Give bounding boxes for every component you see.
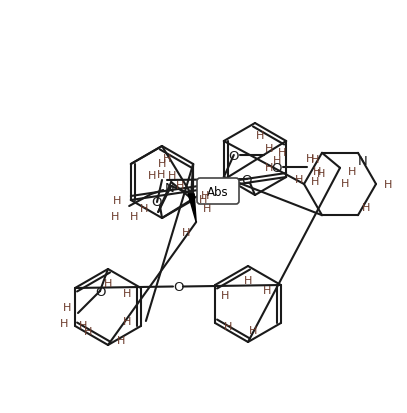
Text: H: H [256, 131, 264, 141]
Text: H: H [263, 285, 271, 295]
Text: Abs: Abs [207, 185, 229, 198]
Text: H: H [140, 204, 149, 214]
Text: H: H [63, 302, 71, 312]
Text: H: H [224, 321, 232, 331]
Text: H: H [221, 290, 229, 300]
Text: N: N [164, 182, 174, 195]
Text: H: H [341, 178, 349, 188]
Text: H: H [111, 211, 119, 221]
Text: H: H [130, 211, 138, 221]
Text: H: H [313, 166, 321, 176]
Text: H: H [163, 154, 171, 164]
Text: H: H [278, 147, 286, 158]
Text: H: H [384, 180, 392, 190]
Text: O: O [229, 149, 239, 162]
Text: H: H [148, 171, 156, 180]
Text: H: H [203, 204, 211, 214]
Text: H: H [244, 275, 252, 285]
FancyBboxPatch shape [197, 178, 239, 204]
Text: O: O [95, 285, 105, 298]
Text: H: H [182, 228, 190, 237]
Text: H: H [123, 316, 131, 326]
Text: H: H [158, 159, 166, 169]
Text: H: H [176, 180, 184, 190]
Text: H: H [123, 288, 131, 298]
Polygon shape [188, 195, 196, 223]
Text: H: H [317, 169, 325, 178]
Text: O: O [242, 173, 252, 186]
Text: H: H [201, 190, 209, 201]
Text: O: O [272, 161, 282, 174]
Text: H: H [265, 144, 273, 154]
Text: H: H [60, 318, 68, 328]
Text: H: H [311, 154, 319, 165]
Text: O: O [173, 280, 183, 293]
Text: H: H [113, 195, 121, 206]
Text: H: H [249, 325, 257, 335]
Text: H: H [104, 278, 112, 288]
Text: H: H [117, 335, 125, 345]
Text: H: H [168, 171, 176, 180]
Text: H: H [348, 166, 356, 176]
Text: H: H [306, 154, 314, 164]
Text: H: H [84, 326, 92, 336]
Text: H: H [157, 170, 165, 180]
Text: H: H [79, 320, 87, 330]
Text: O: O [152, 196, 162, 209]
Text: N: N [358, 155, 368, 168]
Text: H: H [362, 203, 370, 213]
Text: H: H [273, 156, 281, 166]
Text: H: H [199, 195, 207, 204]
Text: H: H [295, 175, 303, 185]
Text: H: H [311, 177, 319, 187]
Text: H: H [265, 163, 273, 173]
